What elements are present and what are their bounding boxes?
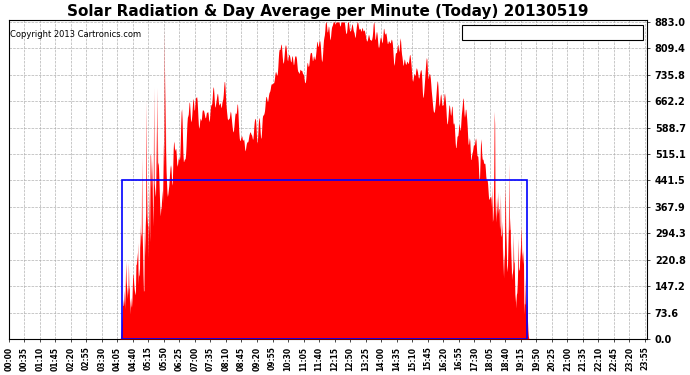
Legend: Median (W/m2), Radiation (W/m2): Median (W/m2), Radiation (W/m2) — [462, 25, 642, 40]
Text: Copyright 2013 Cartronics.com: Copyright 2013 Cartronics.com — [10, 30, 141, 39]
Title: Solar Radiation & Day Average per Minute (Today) 20130519: Solar Radiation & Day Average per Minute… — [67, 4, 589, 19]
Bar — [121, 180, 527, 339]
